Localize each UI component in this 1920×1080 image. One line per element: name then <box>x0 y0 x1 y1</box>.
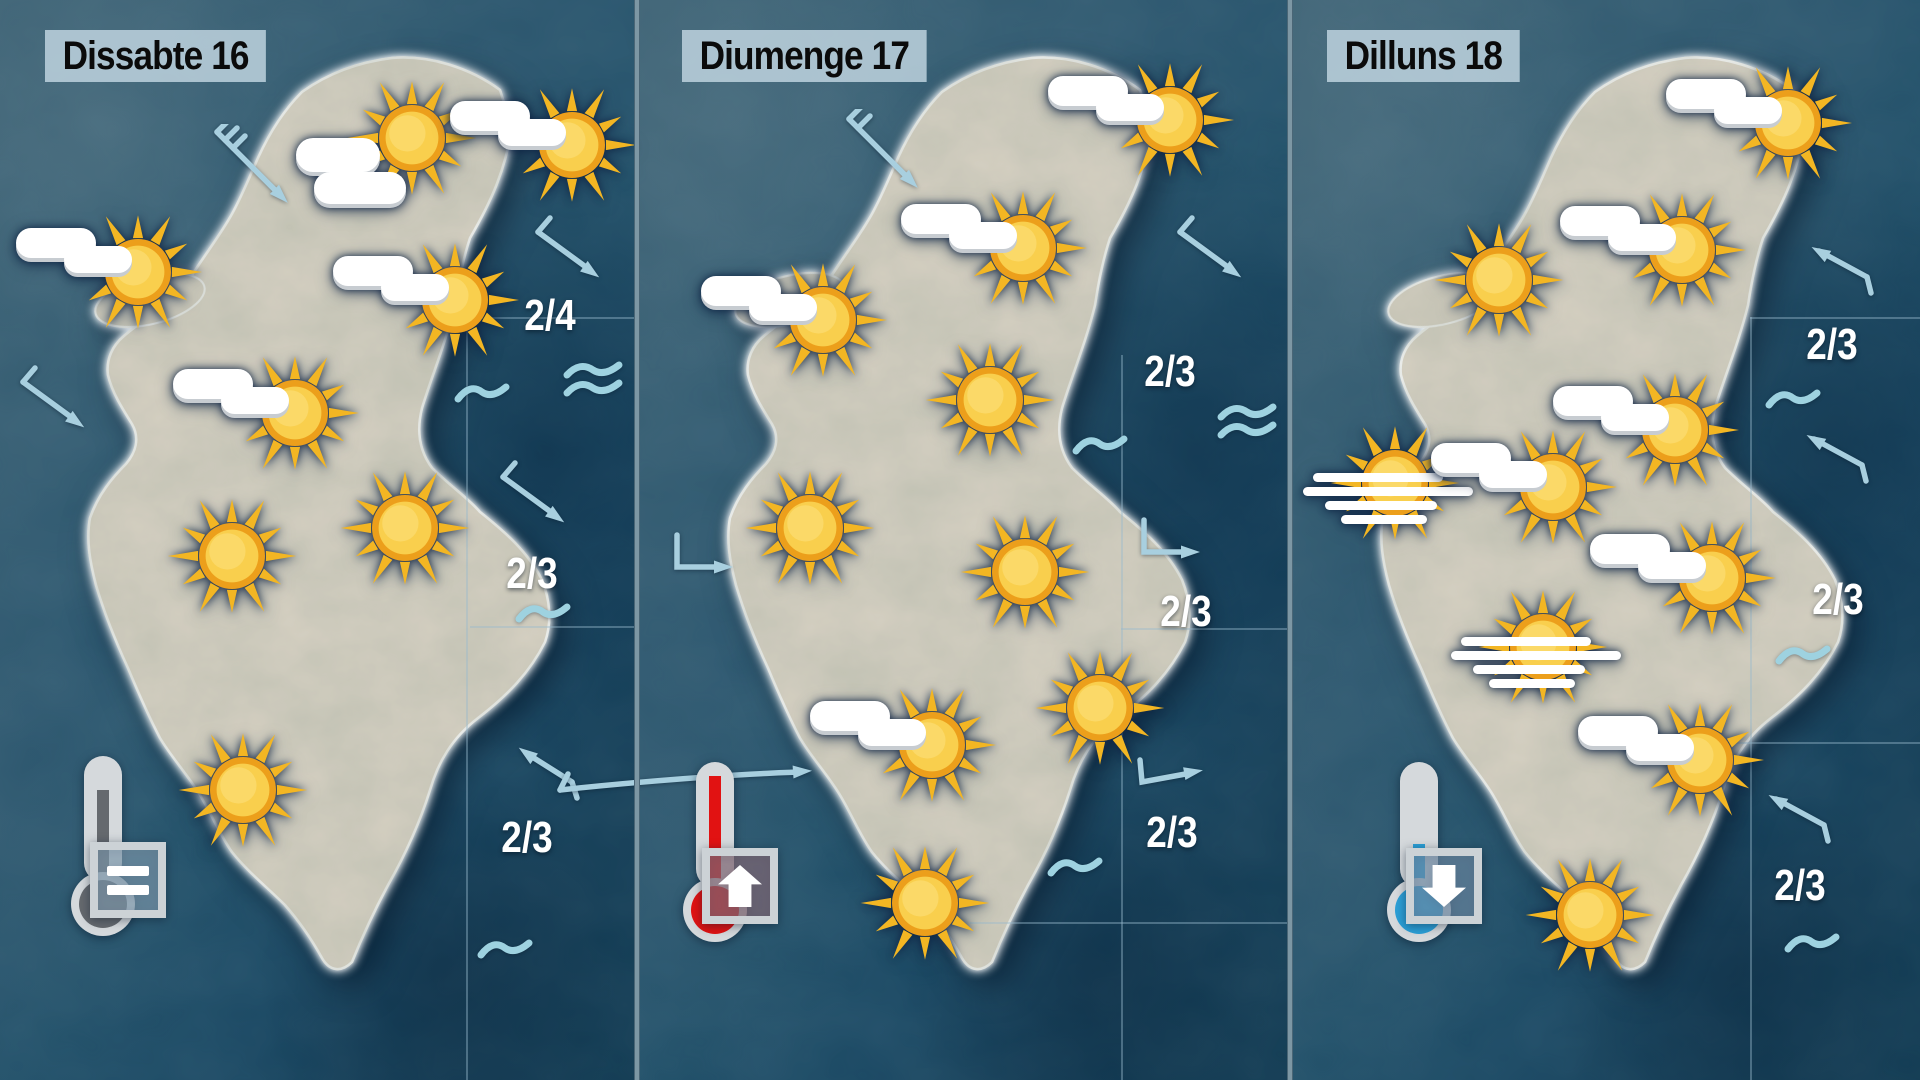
calm-sea-wave-icon <box>1764 386 1822 419</box>
temperature-trend-box-equal-icon <box>90 842 166 918</box>
weather-sun-cloud-icon <box>294 80 484 243</box>
graticule-line <box>462 317 634 319</box>
weather-sun-icon <box>959 506 1091 643</box>
calm-sea-wave-icon <box>1046 854 1104 887</box>
wind-arrow-icon <box>554 758 822 807</box>
graticule-line <box>466 317 468 1080</box>
arrow-up-icon <box>718 865 762 907</box>
weather-sun-cloud-icon <box>1048 54 1235 187</box>
weather-sun-cloud-icon <box>1590 512 1777 645</box>
graticule-line <box>1690 742 1920 744</box>
calm-sea-wave-icon <box>476 936 534 969</box>
wind-arrow-icon <box>1135 756 1209 801</box>
wind-arrow-icon <box>497 459 573 536</box>
weather-sun-cloud-icon <box>333 234 520 367</box>
weather-sun-icon <box>166 490 298 627</box>
wind-arrow-icon <box>532 214 608 291</box>
wind-arrow-icon <box>1764 787 1836 854</box>
calm-sea-wave-icon <box>1783 930 1841 963</box>
weather-sun-cloud-icon <box>16 206 203 339</box>
weather-sun-haze-icon <box>1299 425 1489 564</box>
temperature-trend-box-arrow-up-icon <box>702 848 778 924</box>
temperature-trend-box-arrow-down-icon <box>1406 848 1482 924</box>
day-label-monday: Dilluns 18 <box>1327 30 1520 82</box>
day-label-sunday: Diumenge 17 <box>682 30 927 82</box>
weather-sun-cloud-icon <box>1560 184 1747 317</box>
wind-arrow-icon <box>671 531 741 584</box>
graticule-line <box>1750 317 1752 1080</box>
weather-sun-icon <box>177 724 309 861</box>
calm-sea-wave-icon <box>1774 642 1832 675</box>
wind-arrow-icon <box>839 104 931 206</box>
weather-sun-cloud-icon <box>1431 421 1618 554</box>
equal-icon <box>107 865 149 876</box>
wind-arrow-icon <box>209 117 301 221</box>
wind-arrow-icon <box>17 364 93 441</box>
weather-sun-icon <box>924 334 1056 471</box>
weather-sun-icon <box>1524 849 1656 986</box>
panel-divider <box>634 0 640 1080</box>
weather-sun-icon <box>859 837 991 974</box>
calm-sea-wave-icon <box>453 380 511 413</box>
sea-state-label: 2/3 <box>501 813 553 862</box>
wind-arrow-icon <box>1138 516 1208 569</box>
weather-sun-icon <box>339 462 471 599</box>
sea-state-label: 2/3 <box>1774 861 1826 910</box>
sea-state-label: 2/3 <box>1144 347 1196 396</box>
weather-sun-cloud-icon <box>810 679 997 812</box>
weather-sun-cloud-icon <box>1553 364 1740 497</box>
rough-sea-waves-icon <box>561 360 625 409</box>
weather-sun-icon <box>744 462 876 599</box>
weather-sun-cloud-icon <box>701 254 888 387</box>
graticule-line <box>970 922 1287 924</box>
wind-arrow-icon <box>1807 239 1879 306</box>
graticule-line <box>470 626 634 628</box>
wind-arrow-icon <box>1174 214 1250 291</box>
weather-sun-haze-icon <box>1447 589 1637 728</box>
rough-sea-waves-icon <box>1215 402 1279 451</box>
arrow-down-icon <box>1422 865 1466 907</box>
panel-divider <box>1287 0 1293 1080</box>
weather-sun-icon <box>1433 214 1565 351</box>
sea-state-label: 2/3 <box>1160 587 1212 636</box>
weather-sun-cloud-icon <box>173 347 360 480</box>
weather-sun-cloud-icon <box>901 182 1088 315</box>
equal-icon <box>107 884 149 895</box>
sea-state-label: 2/3 <box>1812 575 1864 624</box>
sea-state-label: 2/3 <box>506 549 558 598</box>
weather-sun-cloud-icon <box>1666 57 1853 190</box>
weather-sun-cloud-icon <box>450 79 637 212</box>
wind-arrow-icon <box>1802 427 1874 494</box>
sea-state-label: 2/3 <box>1806 320 1858 369</box>
graticule-line <box>1121 628 1287 630</box>
sea-state-label: 2/4 <box>524 291 576 340</box>
sea-state-label: 2/3 <box>1146 808 1198 857</box>
calm-sea-wave-icon <box>514 600 572 633</box>
graticule-line <box>1750 317 1920 319</box>
weather-sun-cloud-icon <box>1578 694 1765 827</box>
day-label-saturday: Dissabte 16 <box>45 30 267 82</box>
calm-sea-wave-icon <box>1071 432 1129 465</box>
weather-sun-icon <box>1034 642 1166 779</box>
